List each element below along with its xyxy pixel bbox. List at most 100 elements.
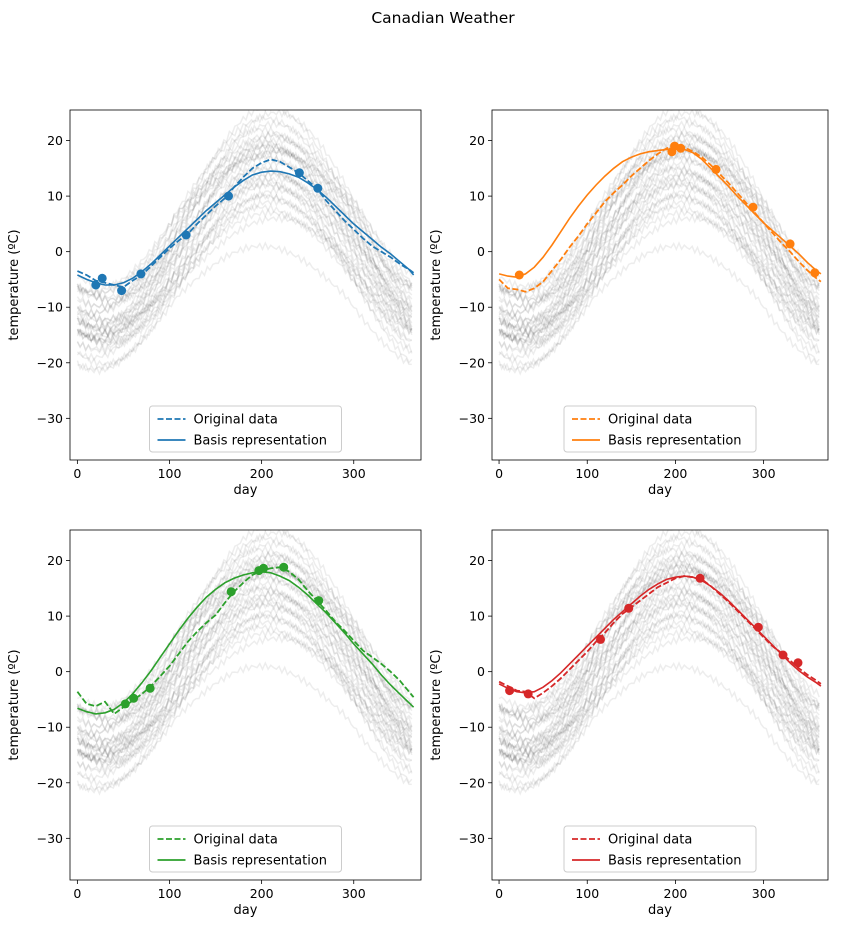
- legend-original-label: Original data: [194, 833, 278, 848]
- sample-point: [505, 686, 515, 696]
- background-curve: [76, 550, 413, 766]
- sample-point: [676, 143, 686, 153]
- background-curve: [498, 584, 820, 796]
- y-tick-label: −20: [37, 355, 63, 370]
- background-curve: [76, 550, 413, 731]
- background-curve: [498, 174, 820, 305]
- sample-point: [596, 634, 605, 644]
- y-tick-label: −20: [37, 775, 63, 790]
- y-tick-label: 0: [477, 664, 485, 679]
- background-curve: [498, 572, 820, 716]
- background-curve: [76, 589, 413, 731]
- background-curve: [498, 622, 820, 761]
- sample-point: [91, 280, 101, 290]
- background-curve: [77, 110, 413, 343]
- y-axis-label: temperature (ºC): [7, 229, 22, 340]
- background-curve: [498, 118, 820, 324]
- background-curve: [77, 555, 413, 760]
- background-curve: [498, 241, 820, 374]
- background-curve: [498, 605, 820, 769]
- y-tick-label: 20: [469, 553, 485, 568]
- background-curve: [77, 241, 412, 374]
- y-axis-label: temperature (ºC): [429, 229, 444, 340]
- background-curve: [498, 577, 820, 744]
- sample-point: [793, 658, 803, 668]
- background-curve: [76, 169, 413, 311]
- background-curve: [76, 600, 413, 776]
- legend: Original data Basis representation: [563, 825, 757, 873]
- background-curve: [498, 110, 820, 343]
- background-curve: [498, 180, 820, 356]
- background-curve: [498, 196, 820, 347]
- x-axis-label: day: [234, 483, 258, 498]
- sample-point: [145, 683, 155, 693]
- axes-frame: [69, 529, 422, 881]
- background-curve: [76, 594, 413, 782]
- y-tick-label: 0: [55, 244, 63, 259]
- background-curve: [498, 114, 820, 332]
- background-curve: [76, 622, 413, 761]
- y-tick-label: −20: [459, 355, 485, 370]
- legend-box: [563, 405, 757, 453]
- sample-point: [226, 587, 236, 597]
- background-curve: [76, 584, 413, 796]
- background-curve: [77, 135, 413, 340]
- legend-original-label: Original data: [194, 413, 278, 428]
- y-tick-label: 0: [55, 664, 63, 679]
- background-curve: [498, 191, 820, 353]
- basis-representation-line: [498, 575, 822, 694]
- x-tick-label: 300: [342, 886, 366, 901]
- background-curve: [498, 180, 820, 298]
- subplot-4: 0 100 200 300 −30 −20 −10 0 10 20 day temperature (…: [429, 529, 829, 918]
- background-curve: [498, 152, 820, 296]
- sample-point: [279, 562, 289, 572]
- background-curve: [498, 213, 820, 327]
- y-tick-label: 20: [47, 553, 63, 568]
- sample-point: [523, 689, 533, 699]
- plot-area: [498, 110, 822, 376]
- y-tick-label: 10: [47, 189, 63, 204]
- sample-point: [810, 268, 820, 278]
- background-curve: [498, 555, 820, 725]
- background-curve: [498, 627, 820, 753]
- x-tick-label: 100: [575, 886, 599, 901]
- background-curve: [77, 530, 413, 763]
- background-curve: [76, 611, 413, 763]
- y-tick-label: −30: [459, 411, 485, 426]
- background-curve: [77, 627, 413, 753]
- subplot-2: 0 100 200 300 −30 −20 −10 0 10 20 day temperature (…: [429, 109, 829, 498]
- background-curve: [498, 566, 820, 711]
- background-curve: [498, 589, 820, 731]
- background-curve: [498, 661, 820, 794]
- background-curve: [76, 213, 413, 327]
- background-curve: [76, 538, 413, 744]
- background-curve: [498, 164, 820, 318]
- background-curve: [498, 202, 820, 341]
- sample-point: [711, 164, 721, 174]
- background-curve: [76, 180, 413, 298]
- background-curve: [77, 567, 413, 759]
- x-axis-label: day: [648, 483, 672, 498]
- background-curve: [498, 164, 820, 376]
- background-curve: [76, 174, 413, 362]
- x-tick-label: 300: [342, 466, 366, 481]
- background-curve: [498, 534, 820, 752]
- background-curve: [498, 157, 820, 324]
- legend-original-label: Original data: [608, 833, 692, 848]
- background-curve: [498, 130, 820, 346]
- y-tick-label: 20: [469, 133, 485, 148]
- subplot-1: 0 100 200 300 −30 −20 −10 0 10 20 day temperature (…: [7, 109, 422, 498]
- basis-representation-line: [498, 148, 822, 279]
- x-tick-label: 100: [575, 466, 599, 481]
- x-axis-label: day: [234, 903, 258, 918]
- plot-area: [76, 110, 415, 376]
- sample-point: [748, 202, 758, 212]
- legend-box: [563, 825, 757, 873]
- background-curve: [498, 594, 820, 725]
- background-curve: [76, 572, 413, 751]
- background-curve: [498, 191, 820, 343]
- x-tick-label: 0: [73, 466, 81, 481]
- background-curve: [498, 567, 820, 723]
- background-curve: [498, 152, 820, 331]
